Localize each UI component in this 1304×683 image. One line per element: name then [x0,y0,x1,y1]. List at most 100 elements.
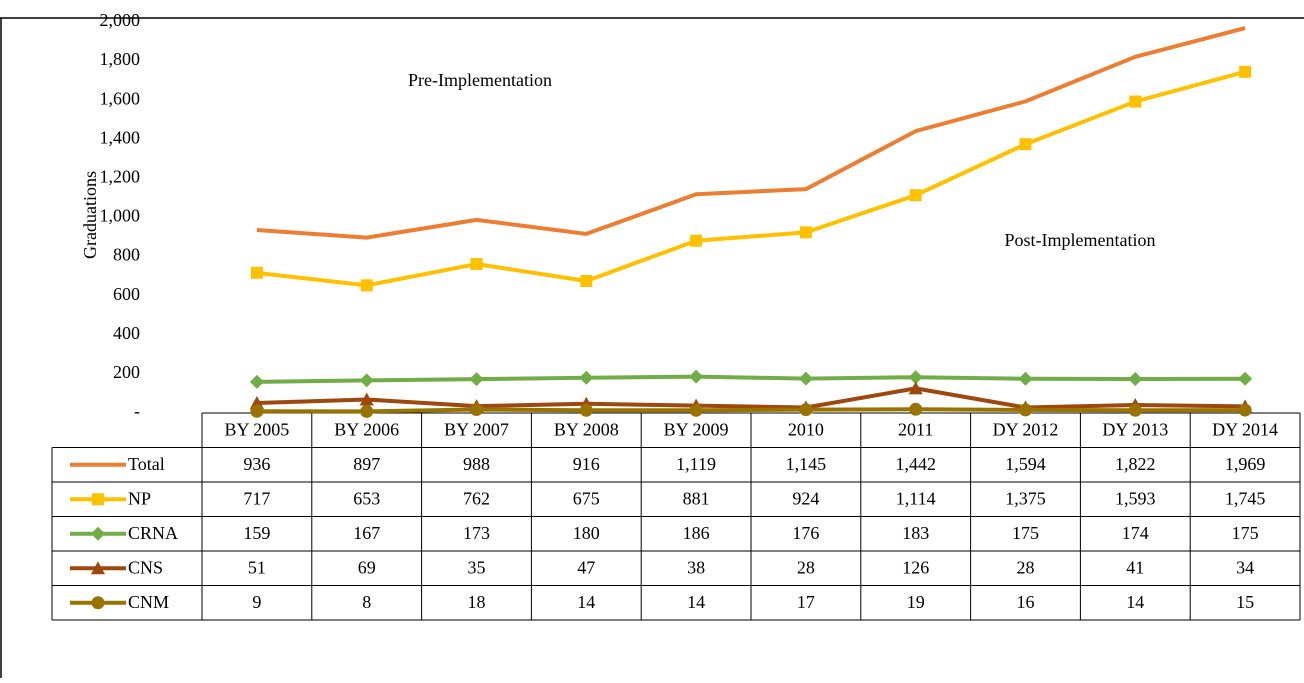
point [359,373,374,388]
y-tick-label: 1,200 [100,167,141,187]
point [360,404,374,418]
legend-label: CNM [128,592,169,612]
point [909,402,923,416]
table-cell: 675 [573,488,600,508]
legend-marker [92,493,104,506]
x-tick-label: DY 2014 [1212,419,1278,439]
table-cell: 175 [1012,523,1039,543]
table-cell: 1,119 [676,454,716,474]
table-cell: 1,145 [786,454,827,474]
table-cell: 14 [1126,592,1144,612]
table-cell: 762 [463,488,490,508]
series-line [256,386,1246,410]
table-cell: 186 [683,523,710,543]
y-tick-label: 400 [113,323,140,343]
y-axis-label: Graduations [80,171,100,259]
table-cell: 9 [252,592,261,612]
series-line [256,69,1246,288]
series-line [256,26,1246,240]
table-cell: 1,114 [896,488,936,508]
table-cell: 1,442 [895,454,936,474]
table-cell: 38 [687,557,705,577]
x-tick-label: BY 2007 [444,419,509,439]
point [908,381,923,395]
table-cell: 8 [362,592,371,612]
annotation: Pre-Implementation [408,70,552,90]
table-cell: 14 [577,592,595,612]
table-cell: 28 [797,557,815,577]
point [1019,138,1032,151]
table-cell: 176 [792,523,819,543]
table-cell: 897 [353,454,380,474]
point [908,370,923,385]
table-cell: 988 [463,454,490,474]
x-tick-label: BY 2005 [224,419,289,439]
x-tick-label: 2010 [788,419,824,439]
table-cell: 1,593 [1115,488,1156,508]
table-cell: 126 [902,557,929,577]
y-tick-label: 1,000 [100,206,141,226]
table-cell: 47 [577,557,595,577]
y-tick-label: 600 [113,284,140,304]
table-cell: 1,969 [1225,454,1266,474]
point [250,404,264,418]
x-tick-label: 2011 [898,419,933,439]
point [799,403,813,417]
legend-marker [91,561,105,575]
y-tick-label: 1,600 [100,88,141,108]
table-cell: 173 [463,523,490,543]
table-cell: 69 [358,557,376,577]
point [469,372,484,387]
y-tick-label: 1,800 [100,49,141,69]
table-cell: 1,745 [1225,488,1266,508]
y-tick-label: 2,000 [100,10,141,30]
table-cell: 936 [243,454,270,474]
x-tick-label: DY 2012 [993,419,1059,439]
point [690,234,703,247]
table-cell: 1,822 [1115,454,1156,474]
table-cell: 167 [353,523,380,543]
point [470,258,483,271]
point [909,189,922,202]
table-cell: 17 [797,592,815,612]
table-cell: 16 [1017,592,1035,612]
point [1129,95,1142,108]
point [579,403,593,417]
table-cell: 175 [1232,523,1259,543]
point [799,226,812,239]
point [1239,65,1252,78]
point [1018,371,1033,386]
point [1128,371,1143,386]
table-cell: 180 [573,523,600,543]
point [580,275,593,288]
point [579,370,594,385]
table-cell: 183 [902,523,929,543]
annotation: Post-Implementation [1005,230,1156,250]
point [689,403,703,417]
table-cell: 34 [1236,557,1254,577]
table-cell: 15 [1236,592,1254,612]
table-cell: 1,594 [1005,454,1046,474]
table-cell: 924 [792,488,819,508]
point [1238,403,1252,417]
table-cell: 41 [1126,557,1144,577]
series-line [256,374,1246,384]
x-tick-label: BY 2008 [554,419,619,439]
table-cell: 1,375 [1005,488,1046,508]
point [249,374,264,389]
x-tick-label: DY 2013 [1102,419,1168,439]
x-tick-label: BY 2009 [664,419,729,439]
table-cell: 916 [573,454,600,474]
legend-label: CNS [128,557,163,577]
legend-marker [91,596,105,610]
series-line [256,407,1246,414]
table-cell: 174 [1122,523,1149,543]
point [250,266,263,279]
table-cell: 717 [243,488,270,508]
point [1019,403,1032,417]
table-cell: 881 [683,488,710,508]
table-cell: 28 [1017,557,1035,577]
legend-label: CRNA [128,523,178,543]
y-tick-label: 1,400 [100,127,141,147]
